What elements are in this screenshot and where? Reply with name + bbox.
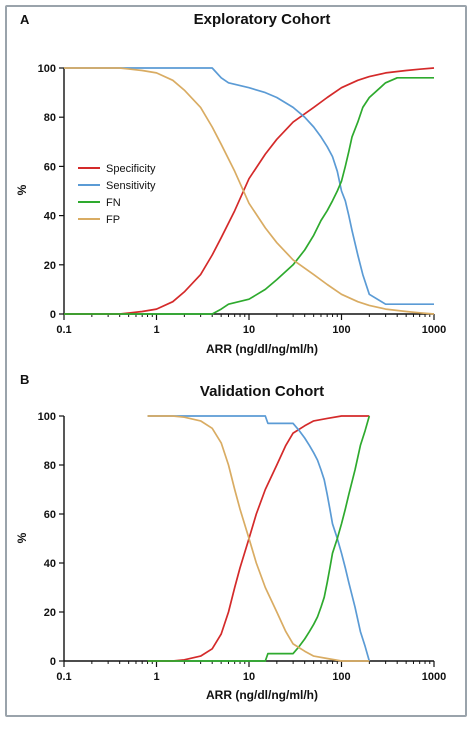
legend-label-specificity: Specificity <box>106 163 156 175</box>
panel-a-x-tick-label: 1 <box>153 324 159 336</box>
panel-a-letter: A <box>20 12 30 27</box>
panel-b-series-specificity <box>147 415 370 662</box>
panel-b-series-fp <box>147 415 370 662</box>
panel-b-axes: 0 20 40 60 80 100 0.1 1 10 100 1000 <box>38 411 447 683</box>
panel-a: A Exploratory Cohort ARR (ng/dl/ng/ml/h)… <box>15 11 446 356</box>
panel-a-y-tick-label: 60 <box>44 161 56 173</box>
panel-a-title: Exploratory Cohort <box>194 11 331 28</box>
panel-b-x-tick-label: 10 <box>243 671 255 683</box>
legend-label-fn: FN <box>106 197 121 209</box>
panel-a-series-fn <box>64 76 434 315</box>
panel-a-series-specificity <box>64 67 435 315</box>
panel-b-x-tick-label: 0.1 <box>56 671 71 683</box>
panel-a-x-tick-label: 10 <box>243 324 255 336</box>
legend-label-fp: FP <box>106 214 120 226</box>
figure-frame <box>5 5 467 717</box>
legend-label-sensitivity: Sensitivity <box>106 180 156 192</box>
panel-b: B Validation Cohort ARR (ng/dl/ng/ml/h) … <box>15 372 446 702</box>
panel-a-axes: 0 20 40 60 80 100 0.1 1 10 100 1000 <box>38 63 447 336</box>
panel-b-y-tick-label: 80 <box>44 460 56 472</box>
panel-a-y-tick-label: 20 <box>44 260 56 272</box>
panel-a-x-tick-label: 1000 <box>422 324 446 336</box>
panel-a-x-tick-label: 100 <box>332 324 350 336</box>
panel-b-title: Validation Cohort <box>200 383 324 400</box>
panel-a-series-sensitivity <box>64 67 434 306</box>
panel-b-series <box>147 415 371 662</box>
panel-b-x-tick-label: 1000 <box>422 671 446 683</box>
panel-b-x-tick-label: 1 <box>153 671 159 683</box>
panel-a-y-tick-label: 40 <box>44 211 56 223</box>
panel-b-y-tick-label: 20 <box>44 607 56 619</box>
panel-b-x-tick-label: 100 <box>332 671 350 683</box>
panel-a-x-axis-label: ARR (ng/dl/ng/ml/h) <box>206 342 318 356</box>
legend: Specificity Sensitivity FN FP <box>78 163 156 226</box>
panel-b-x-axis-label: ARR (ng/dl/ng/ml/h) <box>206 688 318 702</box>
panel-b-series-fn <box>147 415 371 662</box>
panel-a-x-tick-label: 0.1 <box>56 324 71 336</box>
panel-a-series-fp <box>64 67 435 315</box>
panel-b-y-axis-label: % <box>15 532 29 543</box>
panel-b-y-tick-label: 60 <box>44 509 56 521</box>
panel-b-y-tick-label: 0 <box>50 656 56 668</box>
panel-b-y-tick-label: 40 <box>44 558 56 570</box>
panel-b-series-sensitivity <box>147 415 371 662</box>
panel-b-y-tick-label: 100 <box>38 411 56 423</box>
panel-a-y-axis-label: % <box>15 184 29 195</box>
panel-a-y-tick-label: 100 <box>38 63 56 75</box>
panel-a-series <box>64 67 435 315</box>
panel-a-y-tick-label: 0 <box>50 309 56 321</box>
panel-a-y-tick-label: 80 <box>44 112 56 124</box>
panel-b-letter: B <box>20 372 29 387</box>
